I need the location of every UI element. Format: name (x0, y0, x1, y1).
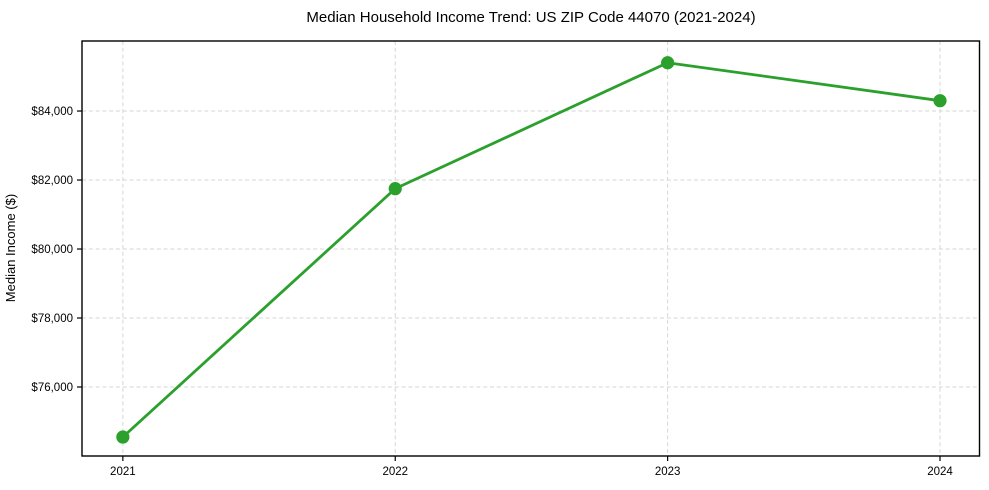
trend-line (121, 61, 942, 439)
x-tick-labels: 2021 2022 2023 2024 (110, 466, 953, 478)
x-tick-label: 2022 (382, 466, 408, 478)
data-point-2021 (116, 430, 130, 444)
y-tick-label: $76,000 (31, 382, 73, 394)
y-tick-label: $82,000 (31, 175, 73, 187)
y-tick-label: $78,000 (31, 313, 73, 325)
x-tick-label: 2023 (655, 466, 681, 478)
y-axis-label: Median Income ($) (3, 194, 18, 302)
plot-border (81, 40, 981, 457)
y-tick-labels: $76,000 $78,000 $80,000 $82,000 $84,000 (31, 106, 73, 394)
chart-title: Median Household Income Trend: US ZIP Co… (306, 9, 755, 26)
x-tick-label: 2024 (927, 466, 953, 478)
income-line-series (116, 56, 947, 444)
axis-tick-marks (77, 110, 941, 461)
y-tick-label: $80,000 (31, 244, 73, 256)
data-point-2022 (388, 182, 402, 196)
y-tick-label: $84,000 (31, 106, 73, 118)
gridlines (82, 41, 980, 456)
x-tick-label: 2021 (110, 466, 136, 478)
data-point-2024 (933, 94, 947, 108)
data-point-2023 (661, 56, 675, 70)
